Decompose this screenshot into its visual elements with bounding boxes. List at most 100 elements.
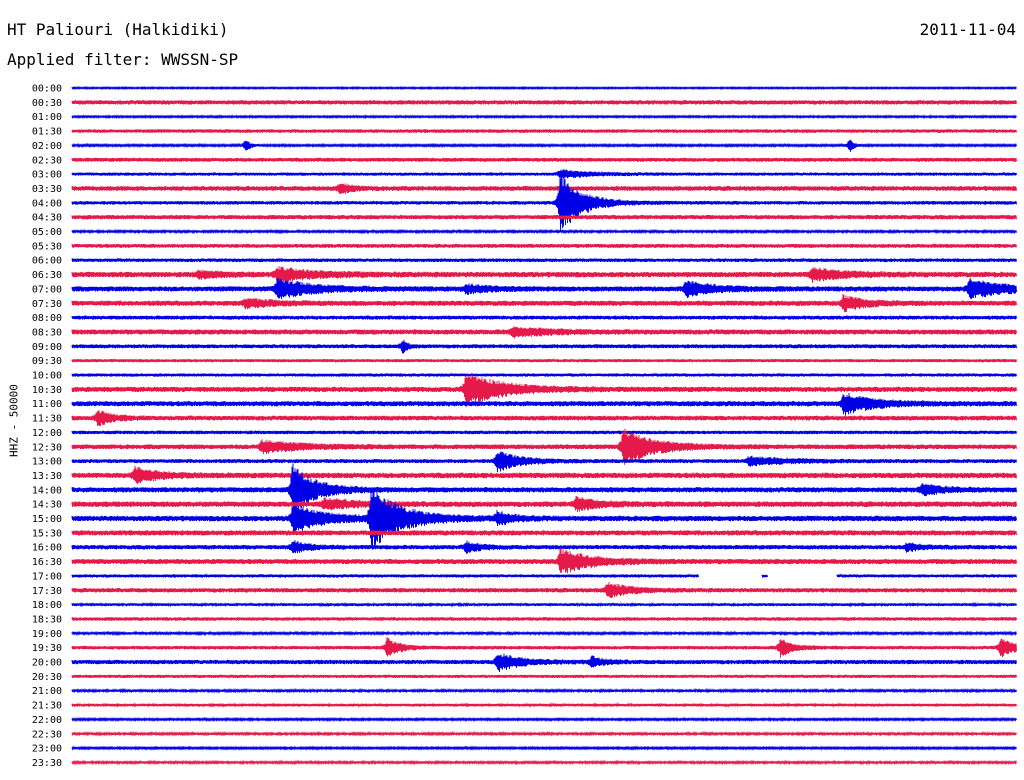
time-label: 10:00 xyxy=(32,371,62,382)
time-label: 16:00 xyxy=(32,543,62,554)
trace-row-0730 xyxy=(71,293,1017,313)
time-label: 20:30 xyxy=(32,672,62,683)
time-label: 15:30 xyxy=(32,528,62,539)
station-title: HT Paliouri (Halkidiki) xyxy=(7,20,229,39)
trace-row-0600 xyxy=(71,258,1017,263)
time-label: 19:30 xyxy=(32,643,62,654)
time-label: 09:00 xyxy=(32,342,62,353)
filter-label: Applied filter: WWSSN-SP xyxy=(7,50,239,69)
time-label: 03:30 xyxy=(32,184,62,195)
trace-row-1400 xyxy=(71,463,1017,515)
time-label: 13:30 xyxy=(32,471,62,482)
time-label: 21:30 xyxy=(32,701,62,712)
time-labels-group: 00:00 00:30 01:00 01:30 02:00 02:30 03:00 03:30… xyxy=(32,84,62,769)
trace-row-1100 xyxy=(71,393,1017,416)
trace-row-0500 xyxy=(71,228,1017,235)
time-label: 07:00 xyxy=(32,284,62,295)
time-label: 00:00 xyxy=(32,84,62,95)
time-label: 23:30 xyxy=(32,758,62,769)
time-label: 05:30 xyxy=(32,241,62,252)
trace-row-2130 xyxy=(71,702,1017,708)
time-label: 17:30 xyxy=(32,586,62,597)
trace-row-0000 xyxy=(71,85,1017,91)
time-label: 08:30 xyxy=(32,327,62,338)
trace-row-2300 xyxy=(71,745,1017,751)
trace-row-2230 xyxy=(71,730,1017,737)
time-label: 10:30 xyxy=(32,385,62,396)
time-label: 05:00 xyxy=(32,227,62,238)
trace-row-0430 xyxy=(71,214,1017,220)
trace-row-1700 xyxy=(71,573,1017,579)
time-label: 07:30 xyxy=(32,299,62,310)
trace-row-0630 xyxy=(71,266,1017,284)
trace-row-1330 xyxy=(71,465,1017,485)
time-label: 22:00 xyxy=(32,715,62,726)
trace-row-1600 xyxy=(71,540,1017,554)
time-label: 18:00 xyxy=(32,600,62,611)
time-label: 06:00 xyxy=(32,256,62,267)
time-label: 09:30 xyxy=(32,356,62,367)
trace-row-1000 xyxy=(71,372,1017,378)
time-label: 02:00 xyxy=(32,141,62,152)
trace-row-0100 xyxy=(71,114,1017,120)
time-label: 04:30 xyxy=(32,213,62,224)
time-label: 12:30 xyxy=(32,442,62,453)
trace-row-1130 xyxy=(71,409,1017,427)
trace-row-1030 xyxy=(71,374,1017,407)
time-label: 18:30 xyxy=(32,614,62,625)
time-label: 01:00 xyxy=(32,112,62,123)
time-label: 16:30 xyxy=(32,557,62,568)
trace-row-1830 xyxy=(71,617,1017,621)
trace-row-0700 xyxy=(71,277,1017,300)
trace-row-0030 xyxy=(71,100,1017,105)
trace-row-0800 xyxy=(71,315,1017,320)
time-label: 21:00 xyxy=(32,686,62,697)
trace-row-1530 xyxy=(71,530,1017,536)
trace-row-2000 xyxy=(71,653,1017,673)
time-label: 14:00 xyxy=(32,485,62,496)
time-label: 11:00 xyxy=(32,399,62,410)
time-label: 13:00 xyxy=(32,457,62,468)
trace-row-1200 xyxy=(71,430,1017,435)
trace-row-1930 xyxy=(71,636,1017,658)
trace-row-1430 xyxy=(71,495,1017,513)
date-label: 2011-11-04 xyxy=(919,20,1016,39)
time-label: 15:00 xyxy=(32,514,62,525)
time-label: 22:30 xyxy=(32,729,62,740)
time-label: 23:00 xyxy=(32,744,62,755)
trace-row-0330 xyxy=(71,183,1017,195)
trace-row-2100 xyxy=(71,687,1017,694)
trace-row-2200 xyxy=(71,716,1017,723)
traces-group xyxy=(71,85,1017,766)
trace-row-2330 xyxy=(71,759,1017,766)
trace-row-0200 xyxy=(71,139,1017,152)
trace-row-0130 xyxy=(71,129,1017,133)
trace-row-1630 xyxy=(71,547,1017,574)
trace-row-0900 xyxy=(71,339,1017,354)
time-label: 06:30 xyxy=(32,270,62,281)
time-label: 17:00 xyxy=(32,571,62,582)
trace-row-0300 xyxy=(71,169,1017,180)
time-label: 01:30 xyxy=(32,127,62,138)
trace-row-0930 xyxy=(71,357,1017,364)
time-label: 19:00 xyxy=(32,629,62,640)
trace-row-1800 xyxy=(71,601,1017,608)
trace-row-1300 xyxy=(71,451,1017,473)
time-label: 02:30 xyxy=(32,155,62,166)
trace-row-2030 xyxy=(71,673,1017,680)
trace-row-0400 xyxy=(71,174,1017,232)
time-label: 11:30 xyxy=(32,414,62,425)
trace-row-0830 xyxy=(71,326,1017,339)
trace-row-1230 xyxy=(71,428,1017,465)
time-label: 12:00 xyxy=(32,428,62,439)
time-label: 20:00 xyxy=(32,658,62,669)
trace-row-0230 xyxy=(71,157,1017,162)
trace-row-1730 xyxy=(71,582,1017,599)
trace-row-0530 xyxy=(71,243,1017,248)
trace-row-1500 xyxy=(71,488,1017,550)
time-label: 00:30 xyxy=(32,98,62,109)
time-label: 08:00 xyxy=(32,313,62,324)
trace-row-1900 xyxy=(71,630,1017,637)
time-label: 03:00 xyxy=(32,170,62,181)
